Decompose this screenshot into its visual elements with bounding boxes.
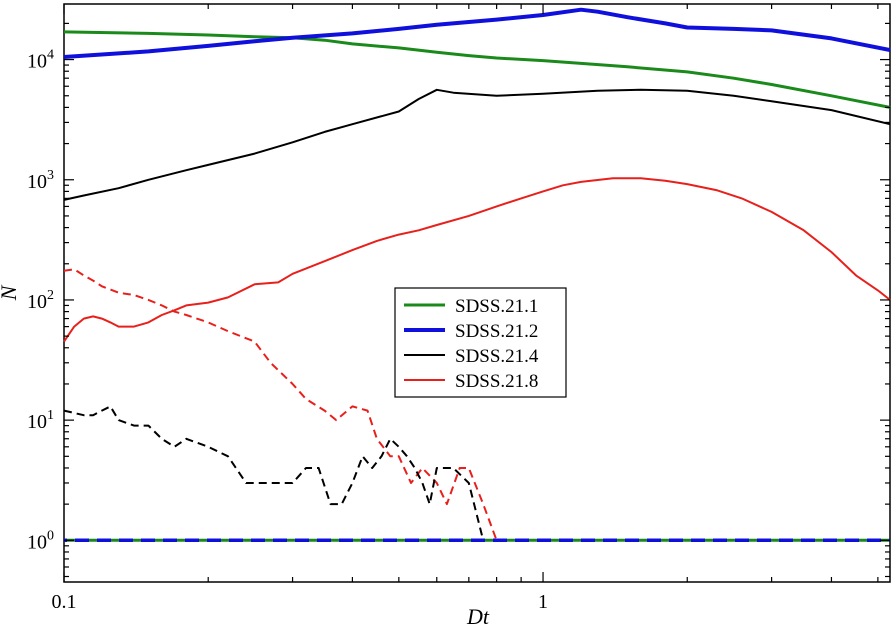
legend-entry-sdss-21-4: SDSS.21.4	[455, 346, 539, 367]
series-line-sdss-21-4	[63, 88, 891, 201]
x-tick-label: 1	[538, 591, 548, 613]
y-axis-label: N	[0, 284, 21, 301]
series-line-sdss-21-1	[63, 30, 891, 109]
series-line-sdss-21-2	[63, 7, 891, 59]
y-tick-label: 102	[27, 288, 54, 313]
series-line-dashed-4	[63, 268, 890, 542]
y-tick-label: 103	[27, 168, 54, 193]
y-tick-label: 100	[27, 528, 54, 553]
plot-frame	[63, 3, 891, 583]
legend-entry-sdss-21-2: SDSS.21.2	[455, 321, 538, 342]
tick-layer: 0.1 1 100 101 102 103 104	[27, 4, 890, 613]
x-tick-label: 0.1	[52, 591, 77, 613]
series-line-dashed-5	[63, 405, 890, 542]
y-tick-label: 101	[27, 408, 54, 433]
y-tick-label: 104	[27, 48, 54, 73]
legend-entry-sdss-21-1: SDSS.21.1	[455, 296, 538, 317]
x-axis-label: Dt	[466, 604, 490, 629]
series-line-sdss-21-8	[63, 177, 891, 343]
legend: SDSS.21.1 SDSS.21.2 SDSS.21.4 SDSS.21.8	[394, 287, 567, 398]
legend-entry-sdss-21-8: SDSS.21.8	[455, 371, 538, 392]
series-layer	[63, 7, 891, 543]
